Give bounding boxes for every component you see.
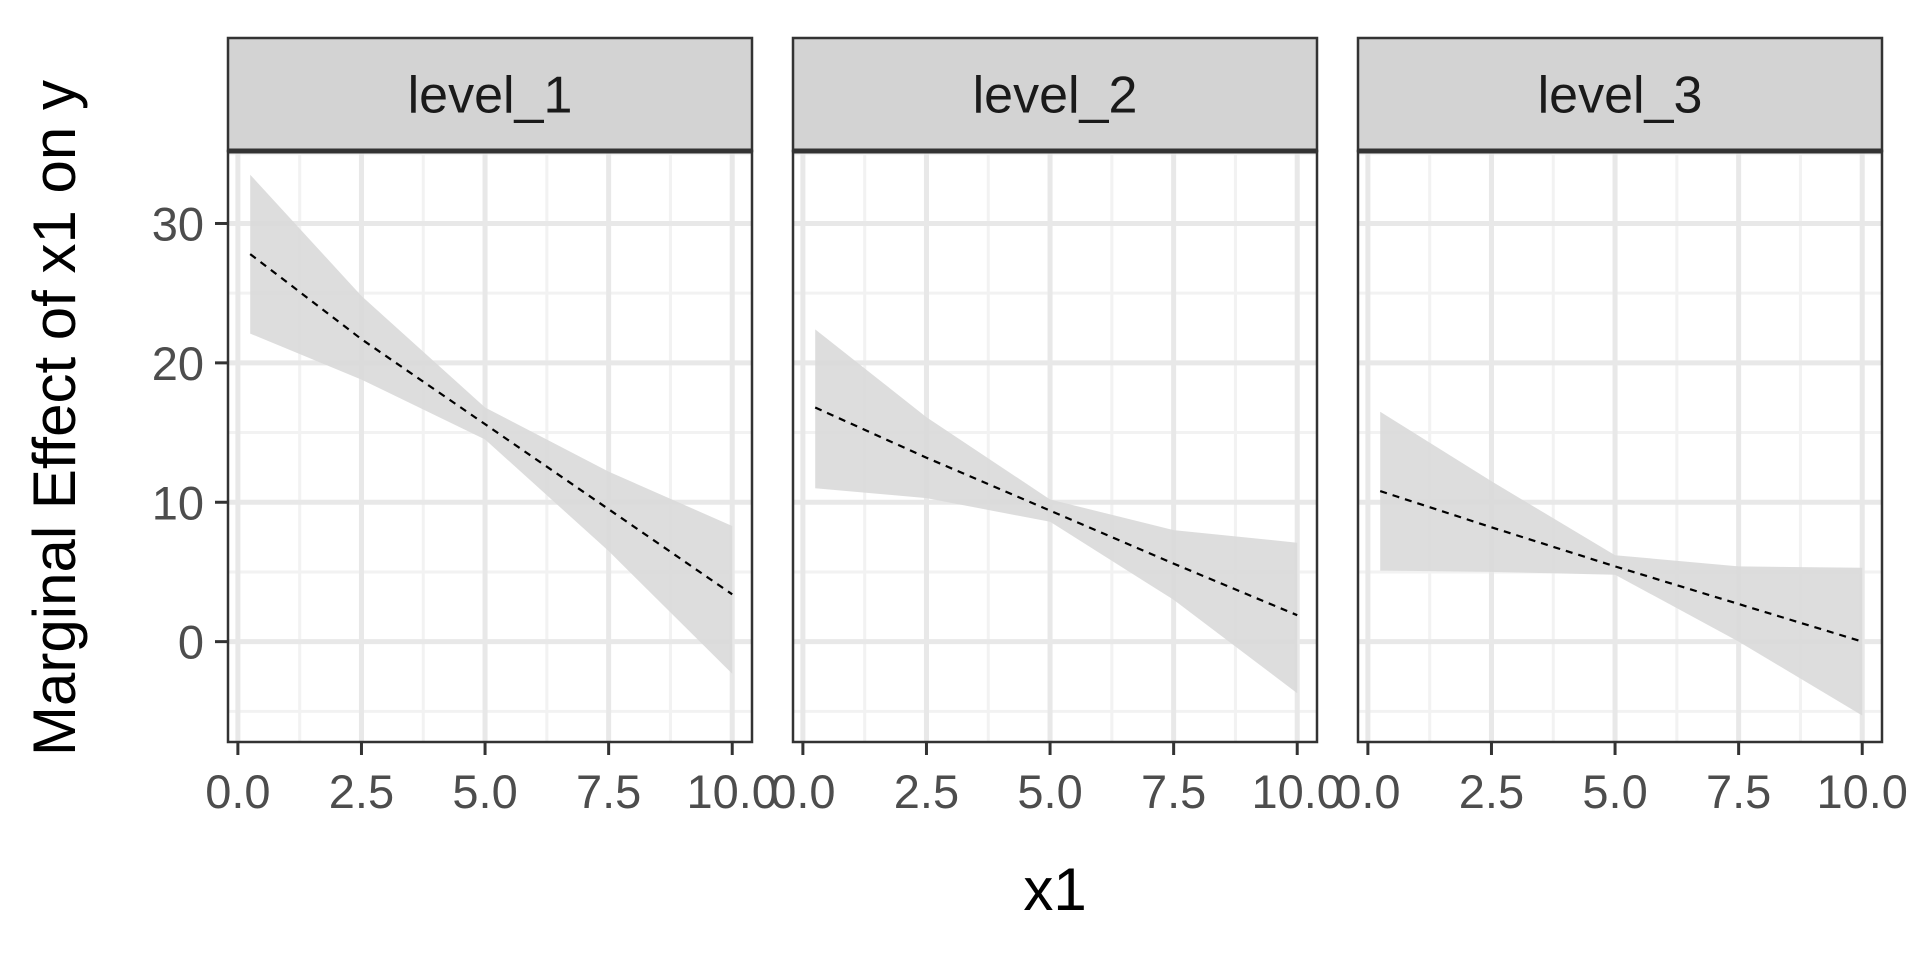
x-tick-label: 0.0 (1335, 765, 1400, 818)
confidence-ribbon (250, 174, 733, 674)
confidence-ribbon (1380, 411, 1863, 716)
x-axis-title: x1 (1023, 856, 1086, 923)
facet-strip (791, 36, 1319, 153)
x-tick-label: 5.0 (1582, 765, 1647, 818)
facet-strip-label: level_1 (408, 67, 573, 125)
x-tick-label: 2.5 (894, 765, 959, 818)
x-tick-label: 10.0 (686, 765, 777, 818)
x-tick-label: 7.5 (576, 765, 641, 818)
x-tick-label: 10.0 (1816, 765, 1907, 818)
facet-strip (1356, 36, 1884, 153)
facet-strip-label: level_3 (1538, 67, 1703, 125)
facet-strip (226, 36, 754, 153)
x-tick-label: 5.0 (452, 765, 517, 818)
marginal-effect-line (814, 406, 1298, 617)
x-tick-label: 2.5 (329, 765, 394, 818)
y-axis-title: Marginal Effect of x1 on y (21, 80, 88, 756)
confidence-ribbon (815, 329, 1298, 694)
x-tick-label: 5.0 (1017, 765, 1082, 818)
marginal-effect-line (1379, 490, 1863, 643)
x-tick-label: 7.5 (1141, 765, 1206, 818)
y-tick-label: 30 (152, 197, 204, 250)
x-tick-label: 0.0 (205, 765, 270, 818)
x-tick-label: 2.5 (1459, 765, 1524, 818)
facet-strip-label: level_2 (973, 67, 1138, 125)
marginal-effect-line (249, 253, 733, 596)
y-tick-label: 20 (152, 337, 204, 390)
x-tick-label: 7.5 (1706, 765, 1771, 818)
x-tick-label: 0.0 (770, 765, 835, 818)
y-tick-label: 10 (152, 476, 204, 529)
x-tick-label: 10.0 (1251, 765, 1342, 818)
y-tick-label: 0 (178, 616, 204, 669)
